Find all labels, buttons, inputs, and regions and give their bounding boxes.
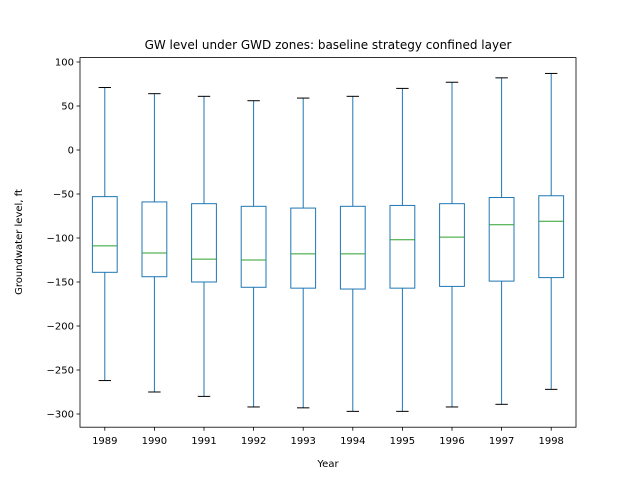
- box-1998: [538, 72, 565, 390]
- iqr-box: [191, 203, 217, 283]
- x-tick-label: 1992: [241, 436, 266, 447]
- plot-frame: [79, 57, 577, 428]
- iqr-box: [290, 207, 317, 289]
- y-axis-label: Groundwater level, ft: [14, 189, 25, 295]
- chart-title: GW level under GWD zones: baseline strat…: [145, 38, 512, 52]
- iqr-box: [389, 204, 416, 289]
- box-1990: [141, 93, 168, 393]
- x-tick-label: 1989: [92, 436, 117, 447]
- x-tick-label: 1991: [191, 436, 216, 447]
- x-tick-label: 1995: [390, 436, 415, 447]
- iqr-box: [141, 201, 168, 278]
- iqr-box: [488, 197, 515, 282]
- box-1993: [290, 97, 317, 409]
- x-tick-label: 1998: [538, 436, 563, 447]
- x-tick-label: 1997: [489, 436, 514, 447]
- x-tick-label: 1996: [439, 436, 464, 447]
- box-1994: [339, 95, 366, 412]
- plot-marks: [91, 72, 565, 412]
- y-tick-label: −50: [53, 190, 74, 201]
- y-axis: 100 50 0 −50 −100 −150 −200 −250 −300: [47, 58, 80, 421]
- x-tick-label: 1990: [142, 436, 167, 447]
- iqr-box: [240, 205, 267, 288]
- y-tick-label: 50: [61, 102, 74, 113]
- y-tick-label: −150: [47, 278, 74, 289]
- x-axis-label: Year: [316, 459, 339, 470]
- box-1991: [191, 95, 217, 397]
- iqr-box: [91, 196, 118, 273]
- y-tick-label: 0: [68, 146, 74, 157]
- iqr-box: [538, 195, 565, 279]
- iqr-box: [339, 205, 366, 290]
- box-1989: [91, 87, 118, 382]
- y-tick-label: −250: [47, 366, 74, 377]
- box-1997: [488, 77, 515, 405]
- y-tick-label: −100: [47, 234, 74, 245]
- iqr-box: [439, 203, 465, 287]
- y-tick-label: −300: [47, 410, 74, 421]
- x-tick-label: 1994: [340, 436, 365, 447]
- x-tick-label: 1993: [290, 436, 315, 447]
- box-1992: [240, 100, 267, 408]
- box-1996: [439, 81, 465, 408]
- x-axis: 1989 1990 1991 1992 1993 1994 1995 1996 1997 1998: [92, 427, 564, 447]
- y-tick-label: −200: [47, 322, 74, 333]
- box-1995: [389, 87, 416, 412]
- y-tick-label: 100: [55, 58, 74, 69]
